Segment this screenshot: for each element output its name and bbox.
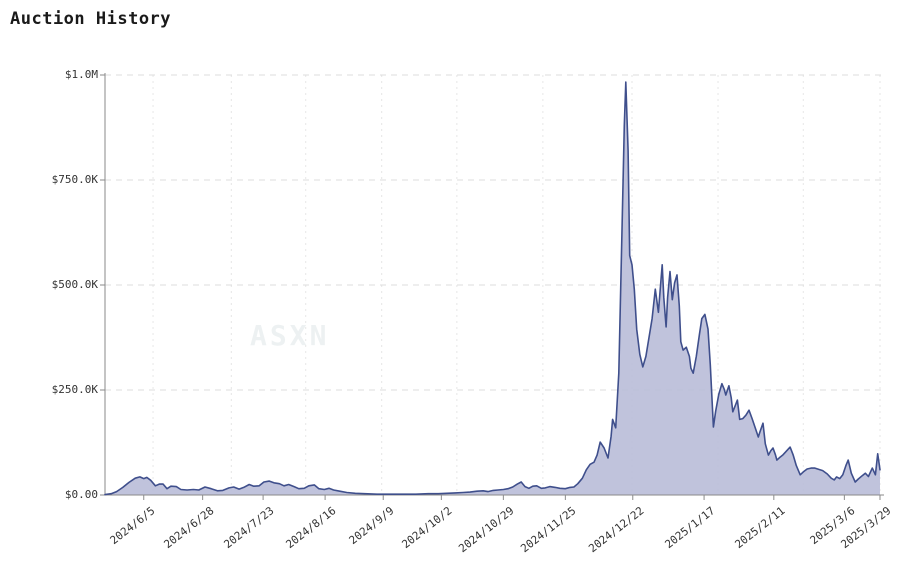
area-fill [105, 82, 880, 495]
y-tick-label: $250.0K [51, 383, 98, 396]
y-tick-label: $1.0M [64, 68, 98, 81]
chart-title: Auction History [10, 9, 172, 29]
area-series-line [104, 81, 881, 496]
y-tick-label: $500.0K [51, 278, 98, 291]
y-tick-label: $750.0K [51, 173, 98, 186]
watermark: ASXN [250, 319, 330, 352]
y-tick-label: $0.00 [64, 488, 98, 501]
